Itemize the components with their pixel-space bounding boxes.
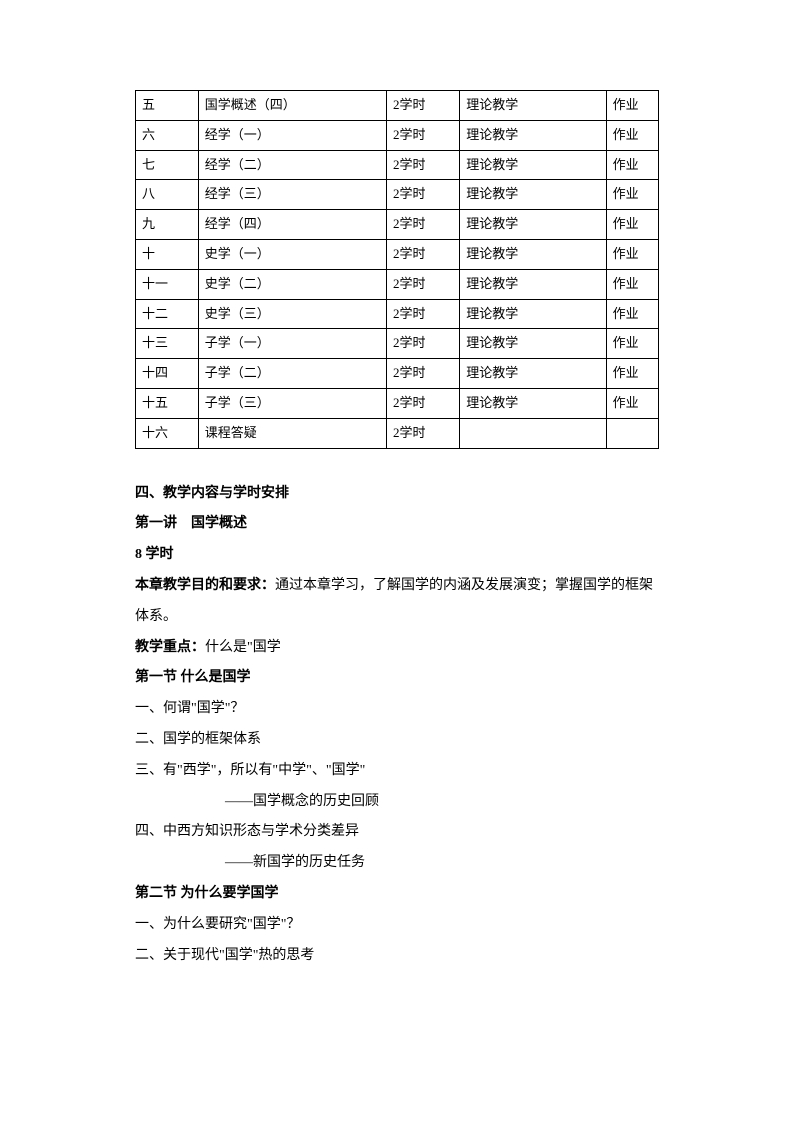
- objective-label: 本章教学目的和要求：: [135, 578, 275, 593]
- table-cell: 2学时: [387, 359, 460, 389]
- item-2-2: 二、关于现代"国学"热的思考: [135, 941, 659, 972]
- table-cell: 理论教学: [460, 150, 606, 180]
- item-1-4: 四、中西方知识形态与学术分类差异: [135, 817, 659, 848]
- table-row: 十史学（一）2学时理论教学作业: [136, 239, 659, 269]
- table-cell: 十一: [136, 269, 199, 299]
- table-cell: 理论教学: [460, 91, 606, 121]
- table-cell: 2学时: [387, 299, 460, 329]
- table-cell: 理论教学: [460, 329, 606, 359]
- table-cell: 史学（一）: [198, 239, 386, 269]
- table-cell: 七: [136, 150, 199, 180]
- table-cell: 2学时: [387, 388, 460, 418]
- objective-line: 本章教学目的和要求：通过本章学习，了解国学的内涵及发展演变；掌握国学的框架体系。: [135, 571, 659, 633]
- table-cell: 十: [136, 239, 199, 269]
- hours-label: 8 学时: [135, 540, 659, 571]
- table-cell: [606, 418, 658, 448]
- item-1-3-sub: ——国学概念的历史回顾: [135, 787, 659, 818]
- section-2-heading: 第二节 为什么要学国学: [135, 879, 659, 910]
- table-cell: 五: [136, 91, 199, 121]
- table-cell: 十三: [136, 329, 199, 359]
- item-2-1: 一、为什么要研究"国学"？: [135, 910, 659, 941]
- table-cell: 作业: [606, 299, 658, 329]
- table-cell: 2学时: [387, 120, 460, 150]
- table-cell: 十六: [136, 418, 199, 448]
- table-cell: 经学（一）: [198, 120, 386, 150]
- table-cell: 2学时: [387, 329, 460, 359]
- heading-4: 四、教学内容与学时安排: [135, 479, 659, 510]
- table-cell: 作业: [606, 239, 658, 269]
- table-cell: 2学时: [387, 269, 460, 299]
- table-cell: 子学（三）: [198, 388, 386, 418]
- table-cell: 2学时: [387, 150, 460, 180]
- table-cell: 作业: [606, 180, 658, 210]
- table-cell: 六: [136, 120, 199, 150]
- item-1-1: 一、何谓"国学"？: [135, 694, 659, 725]
- schedule-table: 五国学概述（四）2学时理论教学作业六经学（一）2学时理论教学作业七经学（二）2学…: [135, 90, 659, 449]
- table-cell: 作业: [606, 120, 658, 150]
- table-cell: 理论教学: [460, 388, 606, 418]
- table-row: 十五子学（三）2学时理论教学作业: [136, 388, 659, 418]
- table-row: 十三子学（一）2学时理论教学作业: [136, 329, 659, 359]
- section-1-heading: 第一节 什么是国学: [135, 663, 659, 694]
- table-cell: 经学（四）: [198, 210, 386, 240]
- focus-text: 什么是"国学: [205, 640, 281, 655]
- table-cell: 作业: [606, 388, 658, 418]
- table-cell: 作业: [606, 329, 658, 359]
- table-cell: 2学时: [387, 210, 460, 240]
- item-1-3: 三、有"西学"，所以有"中学"、"国学": [135, 756, 659, 787]
- table-row: 九经学（四）2学时理论教学作业: [136, 210, 659, 240]
- table-cell: 2学时: [387, 180, 460, 210]
- table-cell: 经学（三）: [198, 180, 386, 210]
- table-cell: 史学（三）: [198, 299, 386, 329]
- table-row: 十六课程答疑2学时: [136, 418, 659, 448]
- lecture-title: 第一讲 国学概述: [135, 509, 659, 540]
- table-cell: 十二: [136, 299, 199, 329]
- table-cell: 理论教学: [460, 120, 606, 150]
- table-cell: 2学时: [387, 418, 460, 448]
- table-cell: 十四: [136, 359, 199, 389]
- table-cell: 子学（二）: [198, 359, 386, 389]
- table-cell: 理论教学: [460, 210, 606, 240]
- table-cell: 理论教学: [460, 359, 606, 389]
- table-cell: 作业: [606, 91, 658, 121]
- table-cell: 九: [136, 210, 199, 240]
- table-cell: 作业: [606, 210, 658, 240]
- table-cell: 史学（二）: [198, 269, 386, 299]
- table-cell: 理论教学: [460, 239, 606, 269]
- table-row: 五国学概述（四）2学时理论教学作业: [136, 91, 659, 121]
- table-cell: 十五: [136, 388, 199, 418]
- table-cell: [460, 418, 606, 448]
- table-row: 七经学（二）2学时理论教学作业: [136, 150, 659, 180]
- table-cell: 作业: [606, 150, 658, 180]
- table-cell: 作业: [606, 269, 658, 299]
- table-cell: 八: [136, 180, 199, 210]
- item-1-2: 二、国学的框架体系: [135, 725, 659, 756]
- content-section: 四、教学内容与学时安排 第一讲 国学概述 8 学时 本章教学目的和要求：通过本章…: [135, 479, 659, 972]
- table-cell: 2学时: [387, 239, 460, 269]
- table-cell: 理论教学: [460, 299, 606, 329]
- table-row: 十一史学（二）2学时理论教学作业: [136, 269, 659, 299]
- item-1-4-sub: ——新国学的历史任务: [135, 848, 659, 879]
- table-row: 六经学（一）2学时理论教学作业: [136, 120, 659, 150]
- table-cell: 国学概述（四）: [198, 91, 386, 121]
- focus-label: 教学重点：: [135, 640, 205, 655]
- table-row: 十四子学（二）2学时理论教学作业: [136, 359, 659, 389]
- table-cell: 课程答疑: [198, 418, 386, 448]
- table-cell: 理论教学: [460, 269, 606, 299]
- table-cell: 经学（二）: [198, 150, 386, 180]
- table-cell: 理论教学: [460, 180, 606, 210]
- table-row: 八经学（三）2学时理论教学作业: [136, 180, 659, 210]
- focus-line: 教学重点：什么是"国学: [135, 633, 659, 664]
- table-cell: 子学（一）: [198, 329, 386, 359]
- table-cell: 2学时: [387, 91, 460, 121]
- table-row: 十二史学（三）2学时理论教学作业: [136, 299, 659, 329]
- table-cell: 作业: [606, 359, 658, 389]
